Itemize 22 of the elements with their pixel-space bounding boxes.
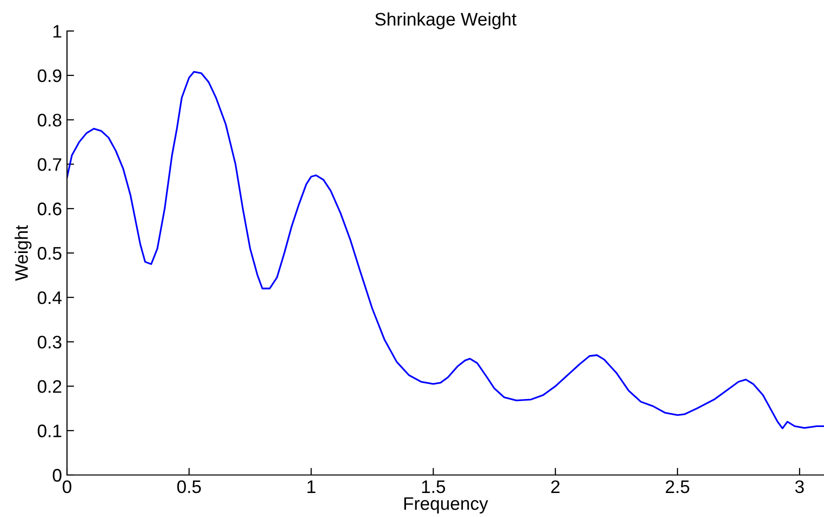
x-tick-label: 0.5	[177, 480, 201, 494]
y-tick-label: 0.5	[38, 246, 62, 260]
y-tick-label: 1	[53, 25, 62, 38]
y-tick-label: 0	[52, 468, 62, 482]
y-tick-label: 0.3	[38, 336, 62, 349]
y-tick-label: 0.8	[38, 114, 62, 127]
y-tick-label: 0.9	[38, 69, 62, 82]
y-tick-label: 0.4	[38, 291, 62, 304]
y-tick-label: 0.7	[38, 158, 62, 171]
x-tick-label: 2	[551, 480, 560, 493]
chart-title: Shrinkage Weight	[375, 12, 516, 30]
x-tick-label: 2.5	[666, 480, 690, 494]
y-tick-label: 0.2	[38, 380, 62, 393]
x-tick-label: 1.5	[422, 480, 446, 494]
line-series	[67, 71, 824, 430]
x-axis-title: Frequency	[404, 497, 488, 514]
y-axis-title: Weight	[14, 225, 32, 281]
y-tick-label: 0.6	[38, 202, 62, 216]
x-tick-label: 3	[795, 480, 804, 494]
y-tick-label: 0.1	[38, 424, 62, 438]
x-tick-label: 0	[62, 480, 72, 494]
x-tick-label: 1	[308, 480, 316, 493]
